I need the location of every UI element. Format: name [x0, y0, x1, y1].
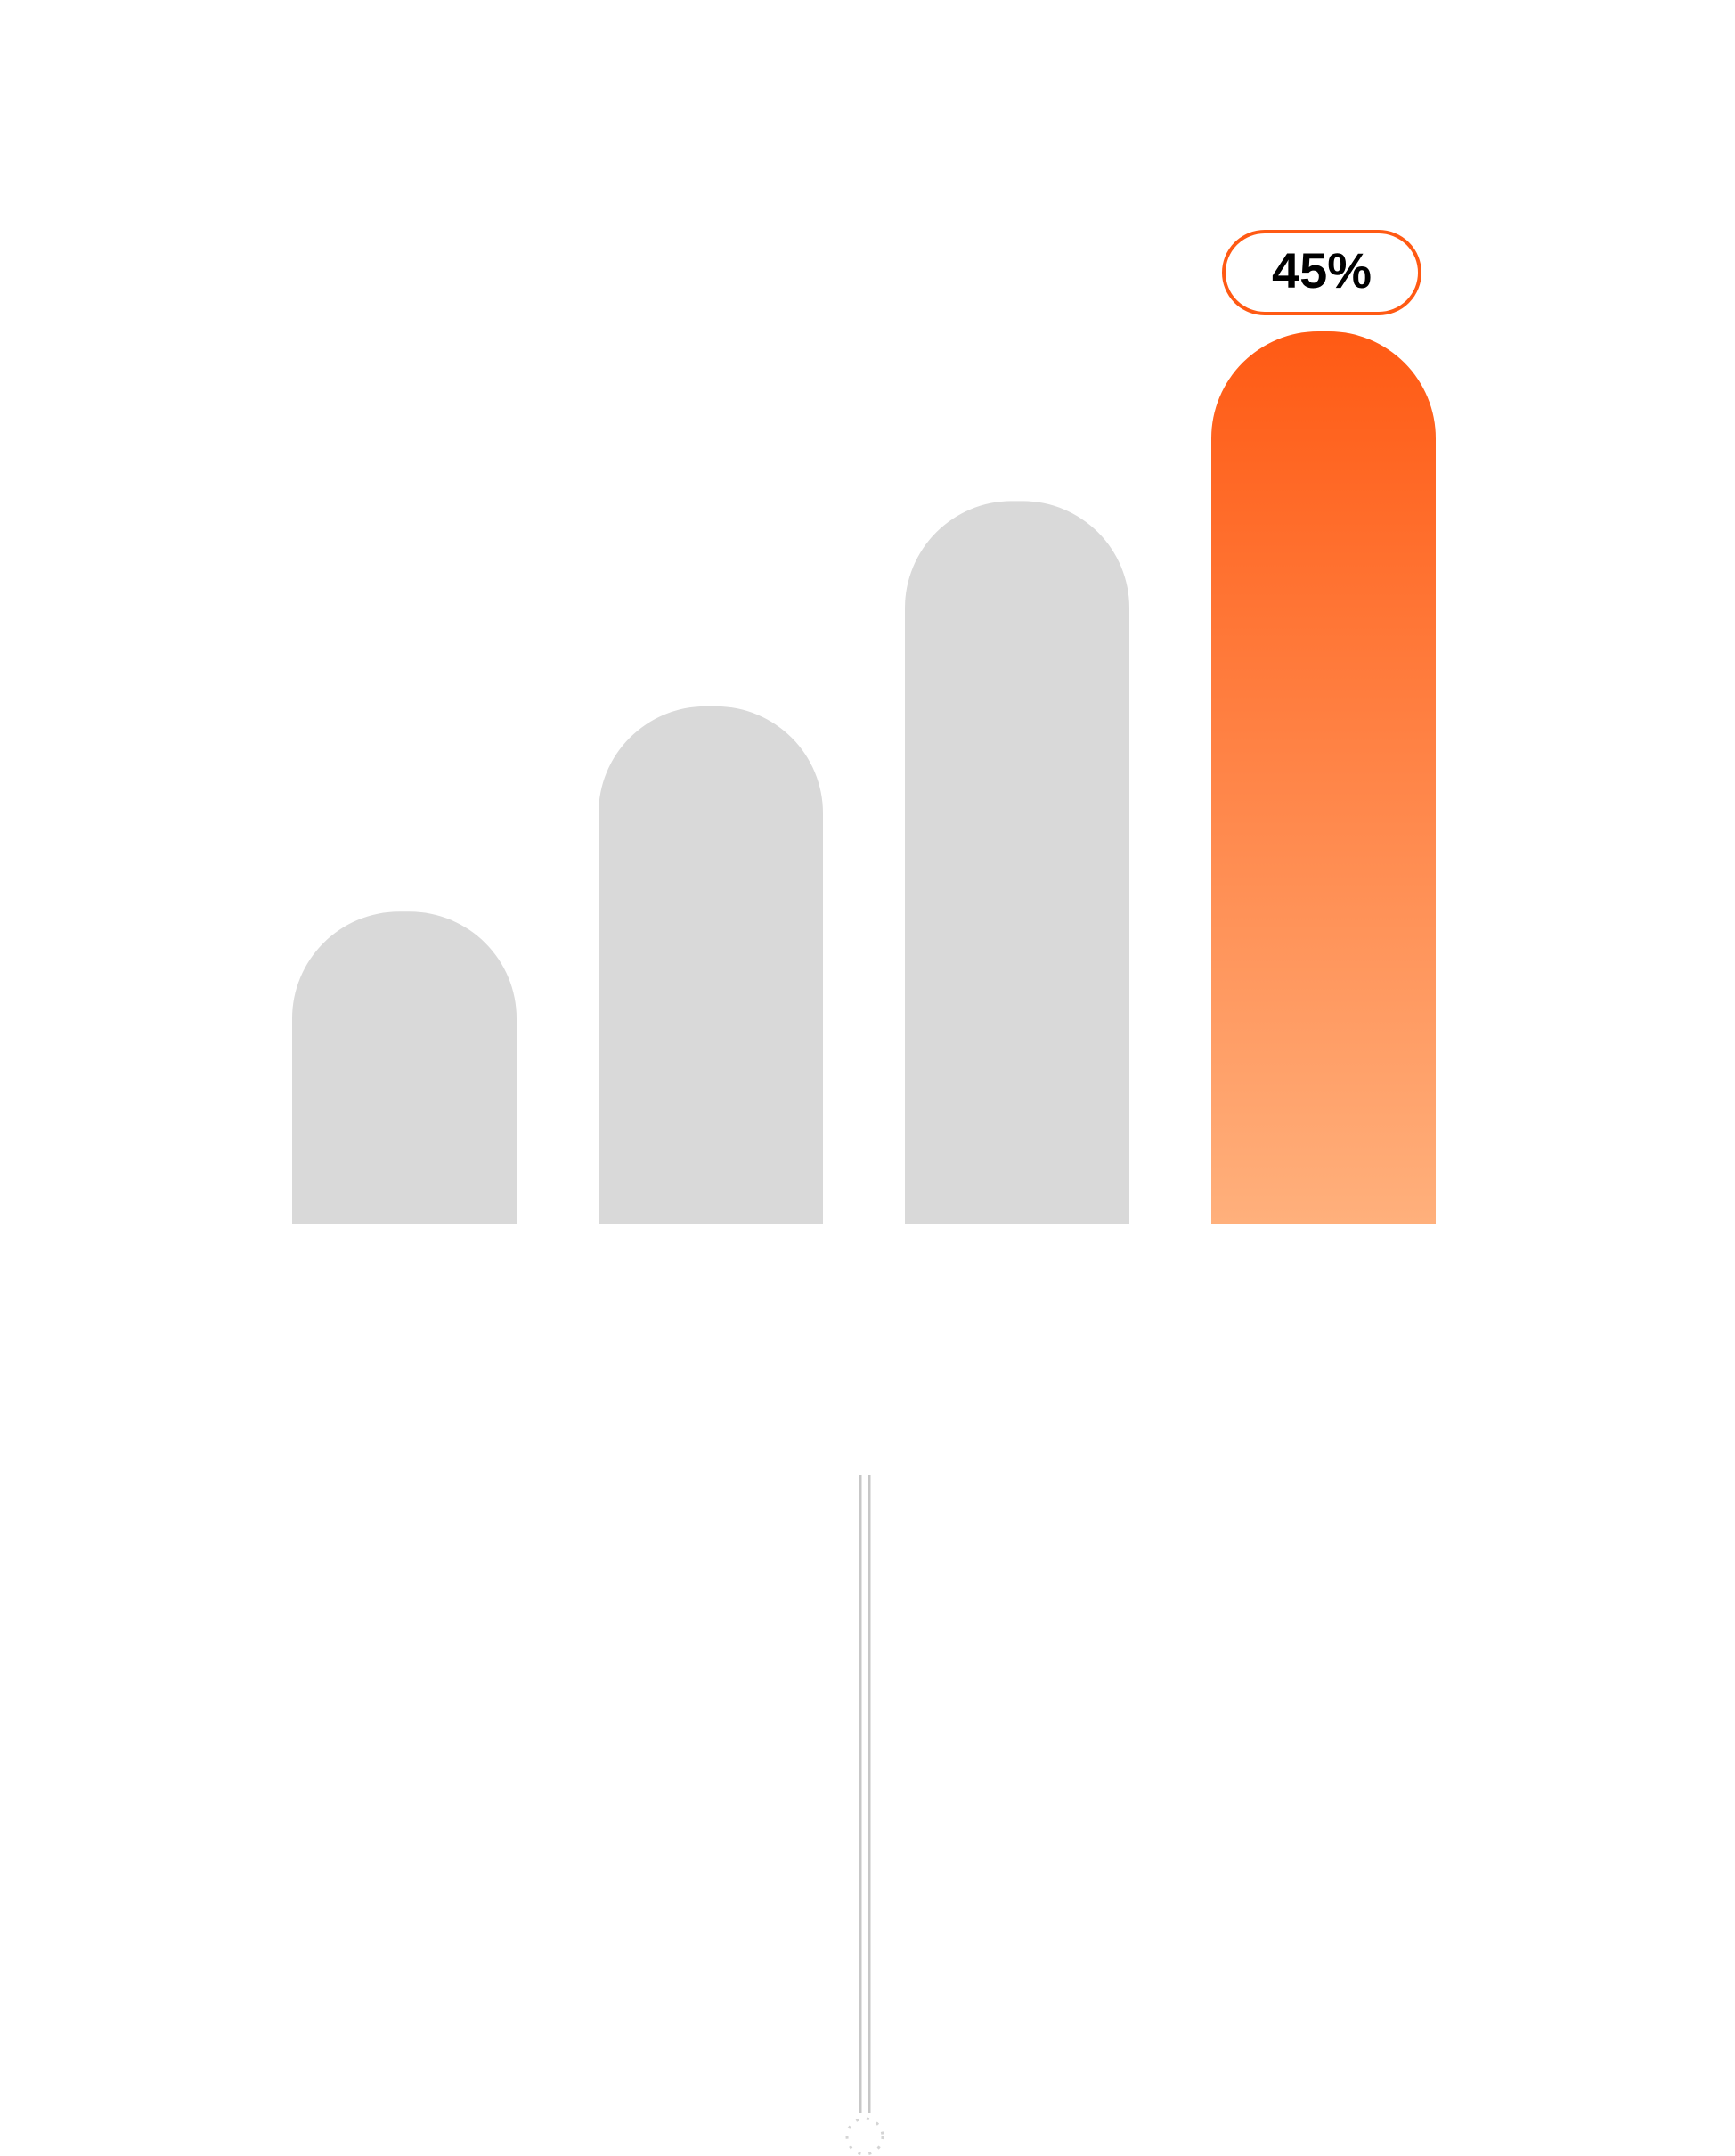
bar-2 [599, 706, 824, 1224]
bar-highlighted [1211, 331, 1436, 1224]
bar-3 [905, 501, 1129, 1224]
value-label-layer: 45% [1222, 230, 1421, 315]
value-label-text: 45% [1272, 242, 1372, 298]
value-label-badge: 45% [1222, 230, 1421, 315]
value-label-pill [1222, 230, 1421, 315]
stem-decoration [845, 1475, 884, 2156]
bar-1 [292, 911, 517, 1224]
dotted-circle-icon [845, 2117, 884, 2156]
bars-layer [292, 331, 1436, 1224]
